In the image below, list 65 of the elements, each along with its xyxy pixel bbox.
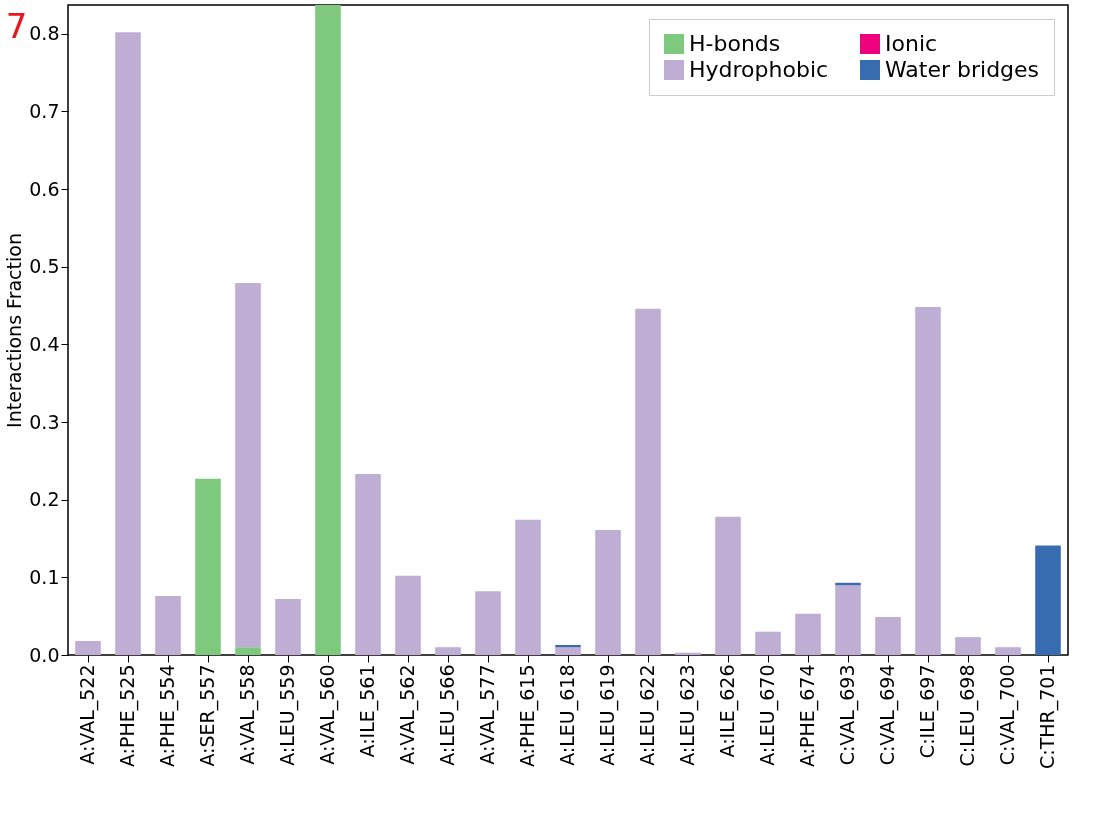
bar <box>715 516 741 655</box>
bar <box>235 647 261 655</box>
bar <box>555 647 581 655</box>
x-tick-label: C:THR_701 <box>1036 664 1059 770</box>
y-tick-label: 0.4 <box>29 332 60 355</box>
y-axis-title: Interactions Fraction <box>3 233 26 428</box>
bar <box>475 591 501 655</box>
y-tick-label: 0.5 <box>29 255 60 278</box>
y-tick-label: 0.6 <box>29 177 60 200</box>
x-tick-label: A:LEU_566 <box>436 664 459 766</box>
x-tick-label: A:SER_557 <box>196 664 219 767</box>
x-tick-label: A:VAL_558 <box>236 664 259 765</box>
bar <box>75 641 101 655</box>
bar <box>115 32 141 655</box>
y-tick-label: 0.7 <box>29 99 60 122</box>
x-tick-label: C:VAL_694 <box>876 664 899 766</box>
x-tick-label: A:PHE_554 <box>156 664 179 768</box>
legend-label: Water bridges <box>885 57 1040 82</box>
bar <box>155 595 181 655</box>
x-tick-label: A:ILE_561 <box>356 664 379 758</box>
y-tick-label: 0.8 <box>29 22 60 45</box>
x-tick-label: C:LEU_698 <box>956 664 979 767</box>
x-tick-label: A:VAL_522 <box>76 664 99 765</box>
x-tick-label: C:VAL_693 <box>836 664 859 766</box>
x-tick-label: A:PHE_615 <box>516 664 539 768</box>
bar <box>355 474 381 655</box>
x-tick-label: A:LEU_670 <box>756 664 779 766</box>
bar <box>395 575 421 655</box>
x-tick-label: A:VAL_562 <box>396 664 419 765</box>
x-tick-label: A:LEU_619 <box>596 664 619 766</box>
bar <box>275 599 301 655</box>
bar <box>635 308 661 655</box>
x-tick-label: A:PHE_525 <box>116 664 139 768</box>
x-tick-label: A:ILE_626 <box>716 664 739 758</box>
x-tick-label: A:VAL_560 <box>316 664 339 765</box>
x-tick-label: A:LEU_559 <box>276 664 299 766</box>
bar <box>1035 545 1061 655</box>
y-tick-label: 0.0 <box>29 643 60 666</box>
x-tick-label: A:LEU_622 <box>636 664 659 766</box>
legend-label: Hydrophobic <box>689 57 829 82</box>
bar <box>595 529 621 655</box>
bar <box>875 616 901 655</box>
x-tick-label: A:VAL_577 <box>476 664 499 765</box>
x-tick-label: C:VAL_700 <box>996 664 1019 766</box>
y-tick-label: 0.3 <box>29 410 60 433</box>
legend-label: Ionic <box>885 31 938 56</box>
x-tick-label: A:LEU_618 <box>556 664 579 766</box>
bar <box>435 647 461 655</box>
bar <box>515 519 541 655</box>
bar <box>755 631 781 655</box>
x-tick-label: C:ILE_697 <box>916 664 939 759</box>
text: 7 <box>5 6 28 46</box>
y-tick-label: 0.2 <box>29 488 60 511</box>
bar <box>835 585 861 655</box>
bar <box>195 478 221 655</box>
y-tick-label: 0.1 <box>29 565 60 588</box>
bar <box>235 283 261 648</box>
bar <box>795 613 821 655</box>
x-tick-label: A:PHE_674 <box>796 664 819 768</box>
bar <box>955 637 981 655</box>
bar <box>315 5 341 655</box>
x-tick-label: A:LEU_623 <box>676 664 699 766</box>
bar <box>915 307 941 655</box>
legend-label: H-bonds <box>689 31 781 56</box>
bar <box>995 647 1021 655</box>
